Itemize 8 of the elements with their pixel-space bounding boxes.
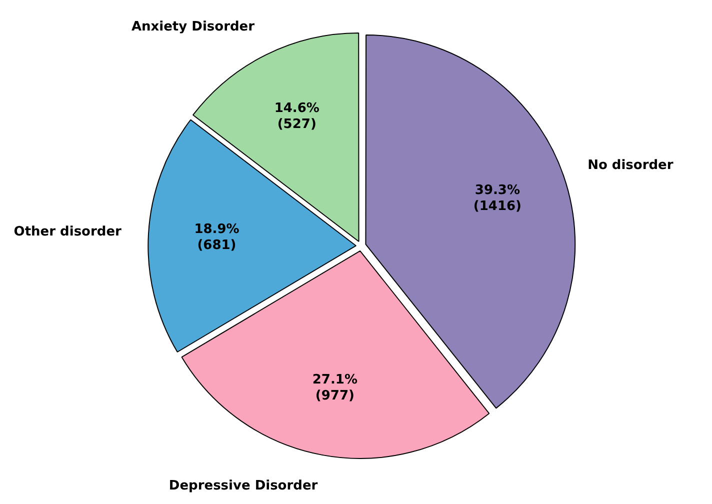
slice-label: Anxiety Disorder: [131, 20, 256, 35]
data-label: 39.3% (1416): [473, 182, 522, 214]
data-label: 18.9% (681): [194, 222, 240, 254]
data-label: 14.6% (527): [274, 100, 320, 132]
slice-label: Other disorder: [14, 224, 122, 240]
slice-label: No disorder: [588, 158, 674, 174]
slice-label: Depressive Disorder: [168, 478, 318, 494]
data-label: 27.1% (977): [312, 372, 358, 404]
